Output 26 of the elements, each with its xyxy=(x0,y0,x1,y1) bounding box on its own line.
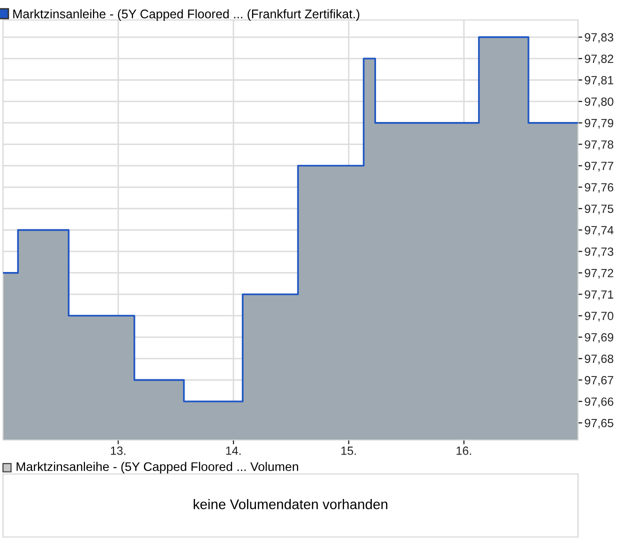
y-tick-label: 97,76 xyxy=(584,183,614,193)
y-tick-label: 97,78 xyxy=(584,140,614,150)
y-tick-label: 97,77 xyxy=(584,162,614,172)
y-tick-label: 97,70 xyxy=(584,312,614,322)
text: keine Volumendaten vorhanden xyxy=(194,499,388,510)
y-tick-label: 97,73 xyxy=(584,247,614,258)
x-tick-label: 14. xyxy=(226,446,241,455)
y-tick-label: 97,75 xyxy=(584,204,614,214)
y-tick-label: 97,68 xyxy=(584,354,614,364)
y-tick-label: 97,74 xyxy=(584,226,614,236)
legend-label: Marktzinsanleihe - (5Y Capped Floored ... (Frankfurt Zertifikat.) xyxy=(13,9,360,21)
y-tick-label: 97,72 xyxy=(584,268,614,279)
x-tick-label: 16. xyxy=(456,446,472,455)
y-tick-label: 97,79 xyxy=(584,118,614,129)
y-tick-label: 97,81 xyxy=(584,76,614,86)
y-tick-label: 97,83 xyxy=(584,33,614,43)
y-tick-label: 97,67 xyxy=(584,376,614,386)
y-tick-label: 97,82 xyxy=(584,54,614,64)
text: Marktzinsanleihe - (5Y Capped Floored ... Volumen xyxy=(16,462,298,474)
y-tick-label: 97,65 xyxy=(584,418,614,429)
y-tick-label: 97,69 xyxy=(584,333,614,343)
y-tick-label: 97,80 xyxy=(584,97,614,108)
y-tick-label: 97,66 xyxy=(584,397,614,408)
y-tick-label: 97,71 xyxy=(584,290,614,300)
x-tick-label: 13. xyxy=(110,446,126,455)
x-tick-label: 15. xyxy=(341,446,356,455)
